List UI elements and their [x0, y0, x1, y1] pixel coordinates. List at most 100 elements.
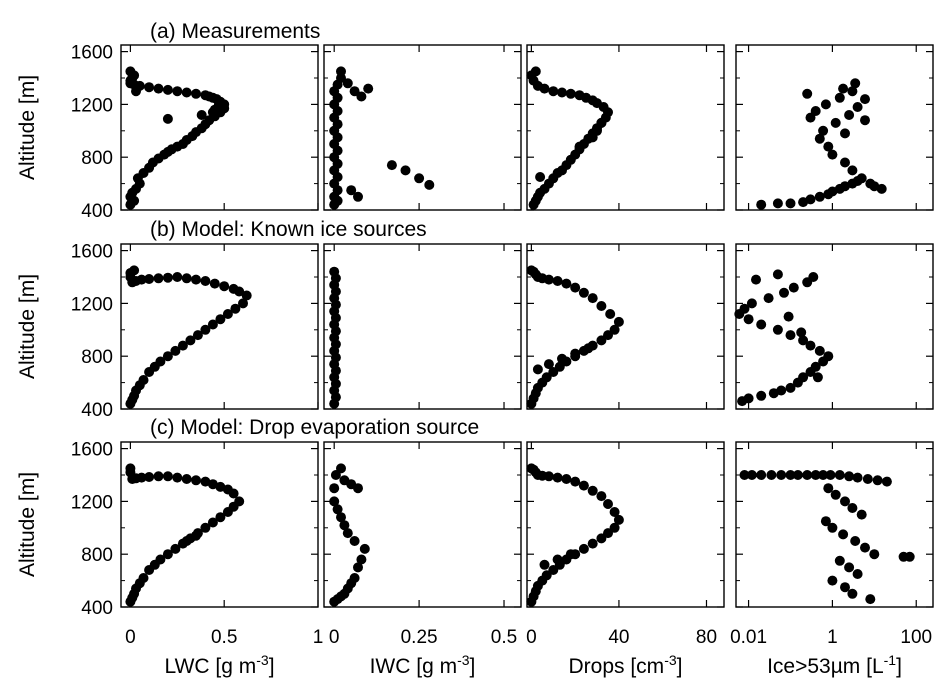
x-tick-label: 0 — [125, 627, 136, 648]
data-point — [823, 351, 834, 362]
y-tick-label: 400 — [81, 201, 113, 222]
data-point — [172, 86, 183, 97]
data-point — [587, 485, 598, 496]
data-point — [181, 87, 192, 98]
data-point — [766, 470, 777, 480]
data-point — [359, 543, 370, 554]
data-point — [834, 470, 845, 480]
data-point — [834, 92, 845, 103]
data-point — [860, 115, 870, 126]
data-point — [830, 117, 841, 128]
data-point — [329, 483, 340, 494]
data-point — [830, 489, 841, 500]
data-point — [353, 191, 363, 202]
data-point — [329, 496, 340, 507]
x-axis-label-main: LWC [g m — [164, 655, 256, 678]
data-point — [785, 198, 796, 209]
data-point — [177, 340, 188, 351]
data-point — [847, 86, 858, 97]
x-axis-label: Drops [cm-3] — [569, 652, 683, 678]
data-point — [172, 472, 183, 483]
data-point — [200, 324, 211, 335]
panel-frame — [735, 243, 934, 410]
data-point — [743, 314, 754, 325]
data-point — [776, 385, 787, 396]
data-point — [818, 470, 829, 480]
y-axis-label: Altitude [m] — [16, 75, 39, 180]
data-point — [834, 555, 845, 566]
data-point — [596, 117, 607, 128]
data-point — [207, 479, 218, 490]
data-point — [570, 348, 581, 359]
data-point — [162, 113, 173, 124]
data-point — [860, 94, 870, 105]
y-axis-label: Altitude [m] — [16, 274, 39, 379]
data-point — [847, 503, 858, 513]
data-point — [153, 273, 164, 284]
data-point — [814, 191, 825, 202]
data-point — [353, 562, 363, 573]
data-point — [746, 298, 757, 309]
data-point — [424, 179, 435, 190]
data-point — [876, 183, 887, 194]
y-axis-label: Altitude [m] — [16, 472, 39, 577]
data-point — [191, 530, 201, 541]
data-point — [592, 125, 602, 136]
y-tick-label: 1200 — [71, 492, 113, 513]
data-point — [548, 86, 559, 97]
x-axis-label: Ice>53µm [L-1] — [767, 652, 902, 678]
data-point — [847, 588, 858, 599]
data-point — [850, 536, 861, 546]
data-point — [552, 554, 563, 565]
x-axis-label-end: ] — [896, 655, 902, 678]
data-point — [162, 272, 173, 283]
data-point — [783, 311, 794, 322]
data-point — [788, 282, 799, 293]
data-point — [827, 149, 838, 160]
data-point — [557, 87, 567, 98]
data-point — [772, 198, 783, 209]
row-title: (c) Model: Drop evaporation source — [150, 416, 479, 439]
data-point — [200, 522, 211, 533]
data-point — [756, 319, 767, 330]
x-axis-label-main: IWC [g m — [370, 655, 458, 678]
data-point — [185, 335, 196, 346]
data-point — [125, 463, 136, 474]
data-point — [812, 372, 823, 383]
data-point — [230, 303, 241, 314]
data-point — [153, 83, 164, 94]
data-point — [332, 504, 343, 515]
data-point — [155, 356, 166, 367]
panel-frame — [323, 441, 522, 608]
data-point — [209, 278, 220, 289]
data-point — [181, 536, 192, 546]
x-tick-label: 1 — [827, 627, 838, 648]
data-point — [869, 549, 880, 560]
data-point — [349, 86, 360, 97]
y-tick-label: 800 — [81, 545, 113, 566]
data-point — [530, 66, 541, 77]
data-point — [234, 496, 245, 507]
data-point — [587, 293, 598, 304]
x-tick-label: 40 — [608, 627, 629, 648]
data-point — [802, 88, 813, 99]
data-point — [605, 309, 616, 319]
data-point — [772, 269, 783, 280]
data-point — [191, 274, 201, 285]
data-point — [823, 141, 834, 152]
data-point — [349, 573, 360, 583]
data-point — [609, 522, 620, 533]
data-point — [192, 330, 203, 341]
row-title: (b) Model: Known ice sources — [150, 218, 427, 241]
data-point — [756, 470, 767, 480]
data-point — [386, 160, 397, 171]
data-point — [342, 78, 353, 89]
data-point — [526, 265, 537, 276]
data-point — [557, 353, 567, 364]
data-point — [798, 372, 809, 383]
data-point — [756, 390, 767, 401]
data-point — [213, 100, 224, 111]
data-point — [346, 185, 357, 196]
data-point — [172, 272, 183, 282]
